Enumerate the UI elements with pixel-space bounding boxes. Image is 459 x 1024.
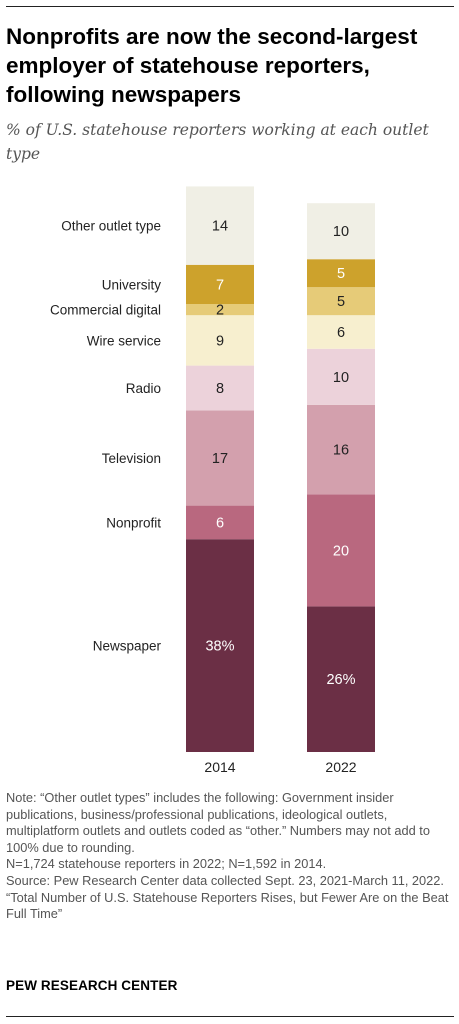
bar-wire-service-2014	[186, 315, 254, 366]
value-label-newspaper-2022: 26%	[326, 672, 355, 688]
value-label-wire-service-2014: 9	[216, 333, 224, 349]
value-label-radio-2014: 8	[216, 381, 224, 397]
bar-other-outlet-type-2022	[307, 203, 375, 260]
category-label-television: Television	[102, 451, 161, 466]
value-label-university-2022: 5	[337, 266, 345, 282]
source-text: Source: Pew Research Center data collect…	[6, 872, 444, 888]
value-label-commercial-digital-2022: 5	[337, 294, 345, 310]
value-label-university-2014: 7	[216, 277, 224, 293]
value-label-radio-2022: 10	[333, 370, 349, 386]
category-label-radio: Radio	[126, 381, 161, 396]
bar-newspaper-2014	[186, 539, 254, 752]
category-label-newspaper: Newspaper	[93, 639, 162, 654]
chart-notes: Note: “Other outlet types” includes the …	[6, 790, 451, 923]
value-label-wire-service-2022: 6	[337, 325, 345, 341]
note-text: Note: “Other outlet types” includes the …	[6, 790, 430, 855]
value-label-commercial-digital-2014: 2	[216, 303, 224, 319]
stacked-bar-chart: 38% 6 17 8 9 2 7 14 2014 26% 20 16 10 6 5 5 10 2022 Newspa…	[50, 186, 375, 775]
report-title-text: “Total Number of U.S. Statehouse Reporte…	[6, 889, 449, 922]
category-label-university: University	[102, 277, 162, 292]
bar-commercial-digital-2014	[186, 304, 254, 316]
bar-commercial-digital-2022	[307, 287, 375, 316]
bottom-rule	[6, 1016, 454, 1017]
chart-title: Nonprofits are now the second-largest em…	[6, 24, 418, 107]
value-label-other-outlet-type-2022: 10	[333, 224, 349, 240]
bar-nonprofit-2022	[307, 494, 375, 607]
category-label-nonprofit: Nonprofit	[106, 515, 161, 530]
category-label-other-outlet-type: Other outlet type	[61, 219, 161, 234]
category-label-wire-service: Wire service	[87, 333, 161, 348]
bar-wire-service-2022	[307, 315, 375, 349]
bar-television-2022	[307, 404, 375, 495]
chart-subtitle: % of U.S. statehouse reporters working a…	[6, 121, 429, 163]
value-label-newspaper-2014: 38%	[205, 639, 234, 655]
bar-other-outlet-type-2014	[186, 186, 254, 265]
sample-size-text: N=1,724 statehouse reporters in 2022; N=…	[6, 856, 327, 872]
bar-television-2014	[186, 410, 254, 506]
bar-nonprofit-2014	[186, 505, 254, 540]
bar-radio-2014	[186, 365, 254, 411]
value-label-television-2022: 16	[333, 443, 349, 459]
x-tick-label-2022: 2022	[325, 759, 356, 775]
bar-university-2022	[307, 259, 375, 288]
bar-newspaper-2022	[307, 606, 375, 752]
value-label-nonprofit-2022: 20	[333, 543, 349, 559]
bar-radio-2022	[307, 348, 375, 405]
value-label-other-outlet-type-2014: 14	[212, 219, 228, 235]
bar-university-2014	[186, 264, 254, 304]
pew-logo-text: PEW RESEARCH CENTER	[6, 978, 178, 993]
value-label-television-2014: 17	[212, 451, 228, 467]
top-rule	[6, 6, 454, 7]
category-label-commercial-digital: Commercial digital	[50, 303, 161, 318]
x-tick-label-2014: 2014	[204, 759, 235, 775]
value-label-nonprofit-2014: 6	[216, 515, 224, 531]
